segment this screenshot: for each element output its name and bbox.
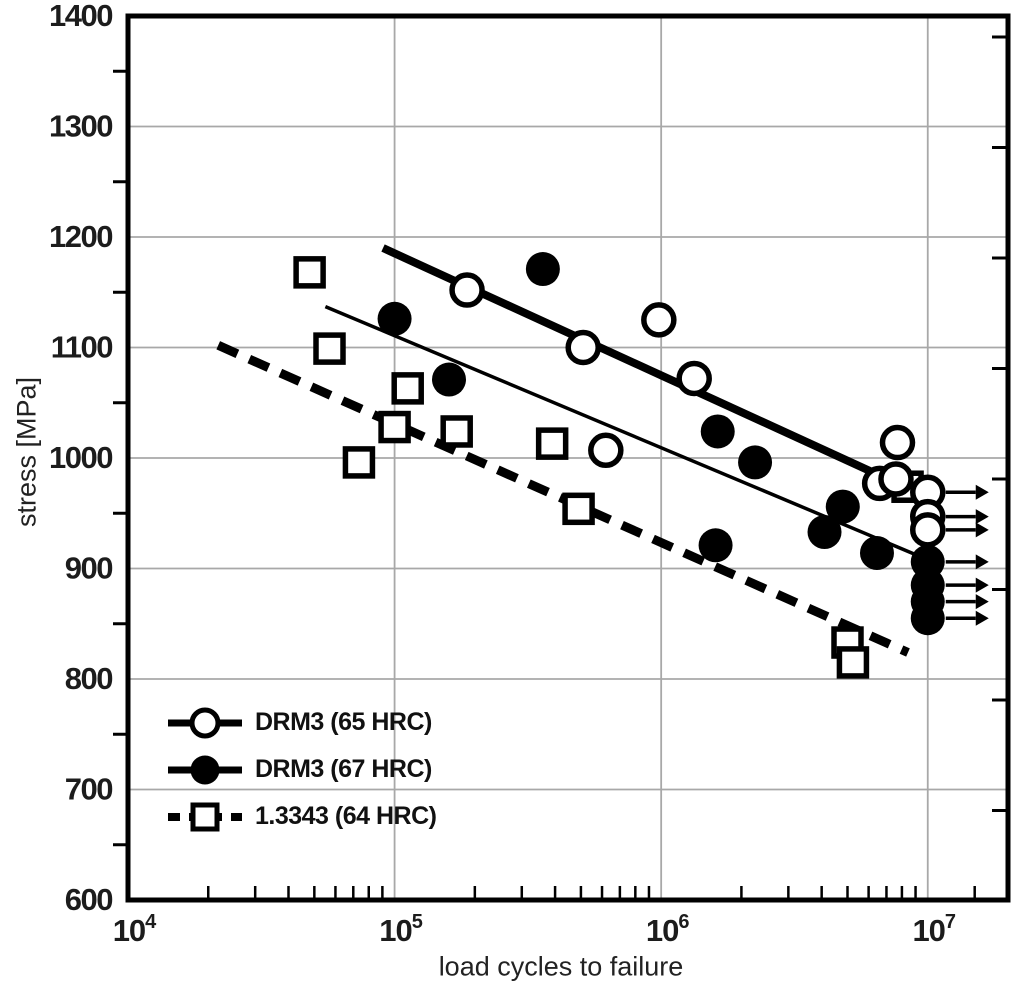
data-point-filled-circle bbox=[807, 515, 842, 550]
legend-marker-open-circle bbox=[189, 707, 221, 738]
y-tick-label: 1200 bbox=[49, 219, 112, 254]
data-point-open-square bbox=[391, 372, 424, 405]
legend-label: 1.3343 (64 HRC) bbox=[255, 802, 437, 830]
data-point-filled-circle bbox=[431, 362, 466, 397]
legend-sample-canvas bbox=[168, 755, 242, 784]
legend: DRM3 (65 HRC) DRM3 (67 HRC) 1.3343 (64 H… bbox=[166, 699, 437, 840]
data-point-open-square bbox=[342, 446, 376, 479]
legend-marker-open-square bbox=[190, 802, 220, 831]
data-point-open-square bbox=[535, 427, 569, 460]
runout-arrow-head bbox=[975, 610, 989, 626]
data-point-filled-circle bbox=[700, 414, 735, 449]
data-point-filled-circle bbox=[525, 252, 560, 287]
runout-arrow-head bbox=[975, 594, 989, 610]
data-point-filled-circle bbox=[377, 301, 412, 336]
y-tick-label: 1300 bbox=[49, 109, 112, 144]
data-point-open-circle bbox=[878, 461, 914, 497]
y-tick-label: 600 bbox=[65, 882, 112, 917]
legend-item: DRM3 (67 HRC) bbox=[166, 746, 436, 793]
plot-frame bbox=[125, 13, 1011, 903]
y-tick-label: 1400 bbox=[49, 0, 112, 33]
x-tick-label: 105 bbox=[379, 911, 422, 948]
data-point-open-square bbox=[440, 415, 473, 448]
data-point-open-circle bbox=[565, 329, 601, 366]
legend-label: DRM3 (65 HRC) bbox=[255, 708, 432, 736]
legend-sample-canvas bbox=[168, 707, 242, 738]
runout-arrow-head bbox=[975, 554, 989, 570]
legend-label: DRM3 (67 HRC) bbox=[255, 755, 432, 783]
y-tick-label: 1000 bbox=[49, 440, 112, 475]
data-point-filled-circle bbox=[910, 601, 945, 636]
legend-sample-open-circle bbox=[166, 704, 244, 742]
data-point-open-square bbox=[836, 646, 870, 679]
data-point-filled-circle bbox=[859, 536, 894, 571]
x-tick-label: 106 bbox=[646, 911, 689, 948]
data-point-open-circle bbox=[676, 360, 712, 397]
data-point-filled-circle bbox=[825, 489, 860, 524]
legend-marker-filled-circle bbox=[190, 755, 220, 784]
data-point-open-square bbox=[313, 332, 346, 365]
data-point-filled-circle bbox=[698, 528, 733, 563]
data-point-open-square bbox=[562, 492, 595, 526]
y-tick-label: 1100 bbox=[51, 330, 113, 365]
y-tick-label: 700 bbox=[65, 772, 112, 807]
data-point-open-circle bbox=[449, 272, 485, 308]
data-point-open-circle bbox=[910, 512, 946, 548]
legend-item: 1.3343 (64 HRC) bbox=[166, 793, 437, 840]
x-tick-label: 107 bbox=[912, 911, 955, 948]
data-point-open-square bbox=[378, 410, 411, 444]
x-axis-title: load cycles to failure bbox=[438, 951, 684, 982]
legend-item: DRM3 (65 HRC) bbox=[166, 699, 436, 746]
runout-arrow-head bbox=[975, 577, 989, 593]
legend-sample-filled-circle bbox=[166, 751, 244, 789]
data-point-open-circle bbox=[588, 432, 624, 469]
runout-arrow-head bbox=[975, 484, 989, 500]
legend-sample-open-square bbox=[166, 798, 244, 836]
runout-arrow-head bbox=[975, 522, 989, 538]
data-point-open-circle bbox=[641, 302, 677, 338]
runout-arrow-head bbox=[975, 509, 989, 525]
data-point-open-square bbox=[293, 256, 326, 289]
y-axis-title: stress [MPa] bbox=[11, 376, 42, 528]
x-tick-label: 104 bbox=[113, 911, 157, 948]
legend-sample-canvas bbox=[168, 802, 242, 831]
y-tick-label: 800 bbox=[65, 661, 112, 696]
data-point-open-circle bbox=[879, 424, 916, 461]
data-point-filled-circle bbox=[738, 445, 773, 480]
y-tick-label: 900 bbox=[65, 551, 112, 586]
